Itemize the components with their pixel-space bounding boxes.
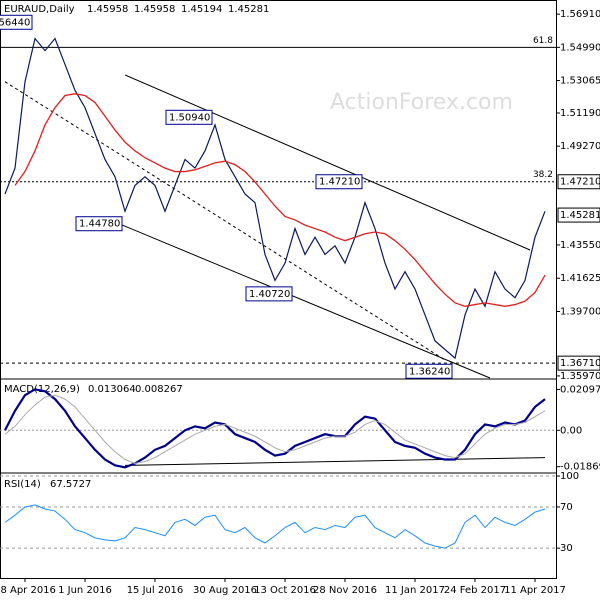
price-marker (557, 174, 600, 190)
annotation-label: 1.40720 (249, 289, 290, 300)
macd-line (4, 388, 546, 469)
frame (0, 0, 557, 579)
x-tick-label: 28 Nov 2016 (313, 585, 377, 596)
rsi-value: 67.5727 (50, 479, 91, 490)
y-tick-label: 1.51190 (560, 108, 600, 119)
macd-value: 0.013064 (88, 384, 136, 395)
annotation-box (405, 363, 453, 379)
trendline (4, 81, 446, 361)
price-marker (557, 355, 600, 371)
x-tick-label: 13 Oct 2016 (254, 585, 316, 596)
y-tick-label: 70 (560, 502, 573, 513)
y-tick-label: 0.00 (560, 425, 582, 436)
annotation-box (315, 174, 363, 190)
x-tick-label: 30 Aug 2016 (193, 585, 257, 596)
header-value: 1.45281 (228, 4, 269, 15)
price-marker (557, 207, 600, 223)
annotation-label: 1.56440 (0, 17, 30, 28)
x-tick-label: 11 Jan 2017 (385, 585, 445, 596)
trendline (121, 224, 491, 379)
price-marker-label: 1.47210 (560, 177, 600, 188)
chart-title: EURAUD,Daily (4, 4, 75, 15)
watermark: ActionForex.com (330, 90, 513, 115)
annotation-label: 1.50940 (169, 112, 210, 123)
annotation-label: 1.44780 (79, 219, 120, 230)
y-tick-label: 100 (560, 471, 579, 482)
y-tick-label: 0.020975 (560, 384, 600, 395)
annotation-box (245, 286, 293, 302)
macd-signal (4, 394, 546, 464)
x-tick-label: 18 Apr 2016 (0, 585, 56, 596)
macd-value: 0.008267 (135, 384, 183, 395)
x-tick-label: 15 Jul 2016 (127, 585, 184, 596)
annotation-label: 1.47210 (319, 177, 360, 188)
y-tick-label: 1.53065 (560, 76, 600, 87)
y-tick-label: 1.35970 (560, 371, 600, 382)
y-tick-label: 1.43550 (560, 240, 600, 251)
x-tick-label: 11 Apr 2017 (504, 585, 566, 596)
rsi-title: RSI(14) (4, 479, 41, 490)
annotation-label: 1.36240 (409, 366, 450, 377)
y-tick-label: 1.49270 (560, 141, 600, 152)
x-tick-label: 1 Jun 2016 (58, 585, 112, 596)
level-label: 38.2 (533, 170, 553, 180)
trendline (124, 74, 531, 251)
x-tick-label: 24 Feb 2017 (444, 585, 506, 596)
moving-average (14, 93, 546, 307)
level-label: 61.8 (533, 36, 553, 46)
trendline (124, 457, 546, 466)
y-tick-label: 1.41625 (560, 273, 600, 284)
y-tick-label: 1.56910 (560, 9, 600, 20)
header-value: 1.45194 (181, 4, 222, 15)
header-value: 1.45958 (134, 4, 175, 15)
annotation-box (0, 14, 33, 30)
annotation-box (165, 109, 213, 125)
price-marker-label: 1.45281 (560, 210, 600, 221)
macd-title: MACD(12,26,9) (4, 384, 80, 395)
rsi-line (4, 504, 546, 549)
header-value: 1.45958 (87, 4, 128, 15)
y-tick-label: 1.39700 (560, 306, 600, 317)
y-tick-label: -0.018693 (560, 462, 600, 473)
y-tick-label: 30 (560, 543, 573, 554)
annotation-box (75, 216, 123, 232)
price-line (4, 37, 546, 360)
y-tick-label: 1.54990 (560, 42, 600, 53)
price-marker-label: 1.36710 (560, 358, 600, 369)
